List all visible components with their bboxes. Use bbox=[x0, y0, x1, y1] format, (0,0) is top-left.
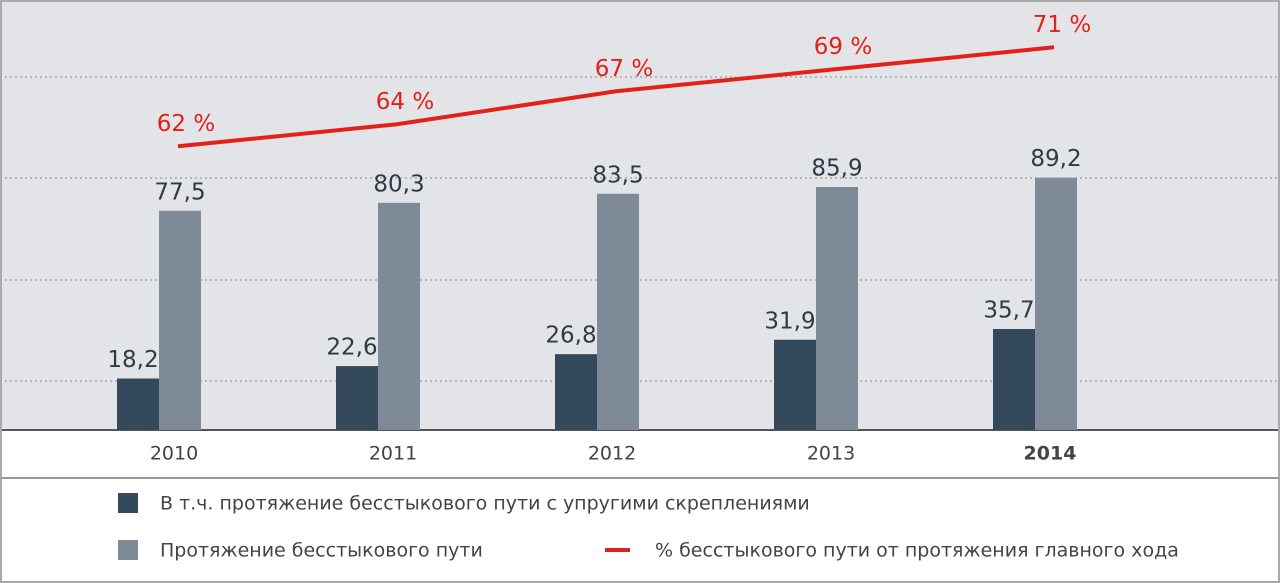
bar bbox=[816, 186, 858, 430]
data-label: 62 % bbox=[157, 111, 215, 137]
bar bbox=[555, 354, 597, 430]
data-label: 85,9 bbox=[811, 155, 862, 181]
data-label: 71 % bbox=[1033, 12, 1091, 38]
data-label: 69 % bbox=[814, 34, 872, 60]
data-label: 26,8 bbox=[545, 323, 596, 349]
data-label: 35,7 bbox=[983, 298, 1034, 324]
x-tick-label: 2010 bbox=[150, 443, 198, 465]
legend-label: В т.ч. протяжение бесстыкового пути с уп… bbox=[160, 493, 810, 515]
bar bbox=[1035, 177, 1077, 430]
legend-swatch bbox=[118, 493, 138, 513]
data-label: 31,9 bbox=[764, 308, 815, 334]
legend-swatch bbox=[118, 540, 138, 560]
x-tick-label: 2014 bbox=[1024, 443, 1077, 465]
bar bbox=[774, 339, 816, 430]
bar bbox=[993, 329, 1035, 430]
data-label: 67 % bbox=[595, 56, 653, 82]
bar bbox=[597, 193, 639, 430]
bar bbox=[117, 378, 159, 430]
x-tick-label: 2011 bbox=[369, 443, 417, 465]
data-label: 22,6 bbox=[326, 335, 377, 361]
data-label: 83,5 bbox=[592, 162, 643, 188]
data-label: 89,2 bbox=[1030, 146, 1081, 172]
legend-label: % бесстыкового пути от протяжения главно… bbox=[655, 540, 1179, 562]
line bbox=[177, 45, 1055, 149]
data-label: 18,2 bbox=[107, 347, 158, 373]
x-tick-label: 2012 bbox=[588, 443, 636, 465]
bar bbox=[159, 210, 201, 430]
data-label: 77,5 bbox=[154, 179, 205, 205]
x-tick-label: 2013 bbox=[807, 443, 855, 465]
bar bbox=[336, 366, 378, 430]
bar bbox=[378, 202, 420, 430]
data-label: 80,3 bbox=[373, 171, 424, 197]
legend-label: Протяжение бесстыкового пути bbox=[160, 540, 483, 562]
data-label: 64 % bbox=[376, 89, 434, 115]
